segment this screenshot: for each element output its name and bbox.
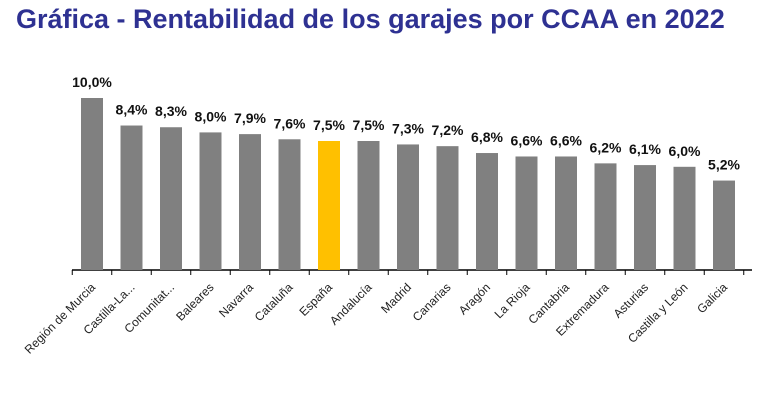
value-label-4: 7,9% [234, 110, 266, 126]
bar-6 [318, 141, 340, 270]
value-label-5: 7,6% [274, 115, 306, 131]
bar-7 [357, 141, 380, 270]
value-label-10: 6,8% [471, 129, 503, 145]
value-label-0: 10,0% [72, 74, 112, 90]
value-label-15: 6,0% [669, 143, 701, 159]
value-label-9: 7,2% [432, 122, 464, 138]
value-label-11: 6,6% [511, 132, 543, 148]
bar-2 [160, 127, 182, 271]
bar-10 [476, 153, 498, 270]
bar-14 [634, 165, 656, 270]
category-label-5: Cataluña [252, 280, 296, 324]
category-label-4: Navarra [216, 280, 256, 320]
bar-8 [397, 144, 419, 270]
value-label-14: 6,1% [629, 141, 661, 157]
bar-16 [713, 180, 735, 270]
value-label-3: 8,0% [195, 108, 227, 124]
bar-1 [120, 125, 143, 271]
bar-0 [81, 98, 103, 270]
category-label-3: Baleares [173, 280, 216, 323]
category-label-7: Andalucía [327, 280, 375, 328]
bar-11 [515, 156, 538, 270]
value-label-2: 8,3% [155, 103, 187, 119]
bar-4 [239, 134, 261, 270]
chart-title: Gráfica - Rentabilidad de los garajes po… [16, 4, 725, 34]
value-label-6: 7,5% [313, 117, 345, 133]
value-label-13: 6,2% [590, 139, 622, 155]
value-label-12: 6,6% [550, 132, 582, 148]
bar-5 [278, 139, 301, 270]
value-label-8: 7,3% [392, 120, 424, 136]
bar-12 [555, 156, 577, 270]
category-label-10: Aragón [456, 280, 493, 317]
bar-13 [594, 163, 617, 270]
value-label-16: 5,2% [708, 157, 740, 173]
bar-3 [199, 132, 222, 270]
value-label-7: 7,5% [353, 117, 385, 133]
category-label-6: España [296, 280, 335, 319]
category-label-0: Región de Murcia [22, 280, 99, 357]
value-label-1: 8,4% [116, 102, 148, 118]
category-label-9: Canarias [410, 280, 454, 324]
category-label-8: Madrid [378, 280, 414, 316]
bar-9 [436, 146, 459, 270]
category-label-16: Galicia [694, 280, 730, 316]
bar-15 [673, 166, 696, 270]
